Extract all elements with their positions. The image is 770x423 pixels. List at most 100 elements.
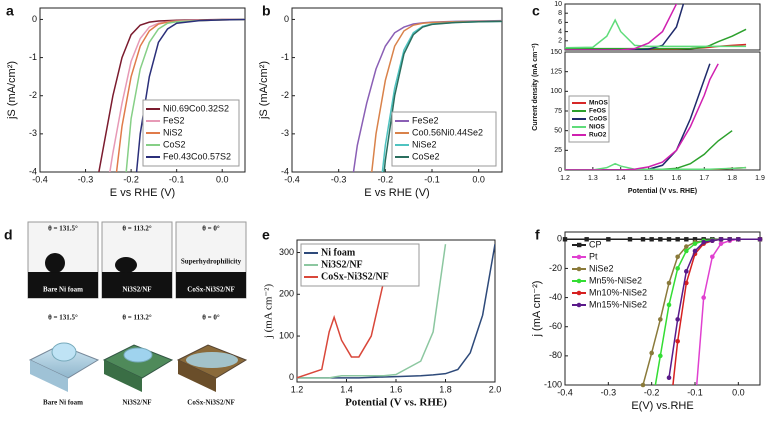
substrate <box>176 272 246 298</box>
legend-label: NiS2 <box>163 127 183 137</box>
marker <box>757 236 763 242</box>
series-line <box>565 18 747 49</box>
marker <box>675 338 680 344</box>
series-line <box>565 63 719 170</box>
series-line <box>654 238 760 385</box>
y-tick-label: -2 <box>281 90 289 100</box>
legend-label: NiSe2 <box>412 139 437 149</box>
x-tick-label: 1.2 <box>291 384 304 394</box>
legend-label: Co0.56Ni0.44Se2 <box>412 127 483 137</box>
y-tick-label: 0 <box>284 14 289 24</box>
plot-frame <box>564 231 761 386</box>
sample-label: Ni3S2/NF <box>122 399 151 407</box>
marker <box>684 269 689 274</box>
series-line <box>565 4 678 50</box>
legend-label: FeS2 <box>163 115 185 125</box>
slab-side <box>30 360 68 392</box>
x-tick-label: 1.5 <box>644 175 654 182</box>
x-tick-label: -0.2 <box>378 174 394 184</box>
x-tick-label: -0.4 <box>557 387 573 397</box>
x-tick-label: 1.8 <box>439 384 452 394</box>
legend-box <box>391 111 497 167</box>
y-tick-label: 10 <box>554 1 562 8</box>
y-tick-label: -80 <box>549 350 562 360</box>
marker <box>658 237 663 242</box>
panel-label: a <box>6 3 14 19</box>
y-tick-label: 0 <box>32 14 37 24</box>
droplet <box>51 342 77 362</box>
chart: f -100 -80 -60 -40 -20 0 -0.4 -0.3 -0.2 -0.1 0.0 E(V… <box>531 227 763 412</box>
substrate <box>102 272 172 298</box>
chart: c 2 4 6 8 10 <box>532 1 761 51</box>
y-tick-label: -100 <box>544 379 562 389</box>
y-tick-label: -40 <box>549 292 562 302</box>
y-tick-label: 0 <box>289 372 294 382</box>
x-tick-label: -0.1 <box>424 174 440 184</box>
marker <box>701 239 706 245</box>
marker <box>692 241 698 246</box>
droplet <box>115 257 137 273</box>
x-tick-label: 1.8 <box>727 175 737 182</box>
marker <box>562 237 568 242</box>
marker <box>666 375 672 381</box>
y-tick-label: 125 <box>550 69 562 76</box>
marker <box>649 237 654 242</box>
x-tick-label: 1.6 <box>390 384 403 394</box>
marker <box>710 238 715 244</box>
y-tick-label: 100 <box>279 330 294 340</box>
panel-label: e <box>262 227 270 243</box>
panel-d: d θ = 131.5° θ = 113.2° θ = 0° Superhydr… <box>4 221 248 407</box>
y-tick-label: -3 <box>29 128 37 138</box>
x-tick-label: -0.3 <box>331 174 347 184</box>
y-tick-label: 50 <box>554 128 562 135</box>
sample-label: CoSx-Ni3S2/NF <box>187 399 234 407</box>
y-tick-label: 6 <box>558 19 562 26</box>
y-axis-label: jS (mA/cm²) <box>6 61 18 120</box>
legend-label: CoS2 <box>163 139 186 149</box>
plot-frame <box>291 7 503 173</box>
x-tick-label: -0.2 <box>123 174 139 184</box>
marker <box>684 237 689 242</box>
legend-label: Pt <box>589 251 598 261</box>
foam-illustrations <box>28 342 248 392</box>
legend-label: RuO2 <box>589 132 607 139</box>
x-tick-label: -0.1 <box>169 174 185 184</box>
marker <box>658 317 663 322</box>
y-tick-label: 150 <box>550 49 562 56</box>
droplet <box>123 347 153 363</box>
x-axis-label: E(V) vs.RHE <box>631 400 693 412</box>
series-line <box>565 4 685 50</box>
substrate <box>28 272 98 298</box>
panel-label: f <box>535 227 540 243</box>
chart: e 0 100 200 300 1.2 1.4 1.6 1.8 2.0 Potential (V v… <box>262 227 501 409</box>
legend-label: NiSe2 <box>589 263 614 273</box>
legend-label: Mn15%-NiSe2 <box>589 299 647 309</box>
marker <box>727 236 732 242</box>
x-tick-label: -0.1 <box>687 387 703 397</box>
legend-marker <box>577 242 582 248</box>
legend-label: Mn5%-NiSe2 <box>589 275 642 285</box>
y-tick-label: -3 <box>281 128 289 138</box>
marker <box>606 237 611 242</box>
x-tick-label: -0.3 <box>78 174 94 184</box>
series-line <box>668 238 760 378</box>
angle-label: θ = 113.2° <box>122 314 152 322</box>
legend-label: CoSe2 <box>412 151 440 161</box>
x-tick-label: 0.0 <box>732 387 745 397</box>
x-tick-label: -0.4 <box>284 174 300 184</box>
x-tick-label: -0.4 <box>32 174 48 184</box>
y-tick-label: 100 <box>550 88 562 95</box>
y-tick-label: 4 <box>558 28 562 35</box>
y-tick-label: 2 <box>558 38 562 45</box>
x-axis-label: E vs RHE (V) <box>364 187 429 199</box>
x-tick-label: 0.0 <box>216 174 229 184</box>
marker <box>666 280 672 286</box>
legend-label: CP <box>589 239 602 249</box>
marker <box>675 317 680 322</box>
angle-label: θ = 131.5° <box>48 314 78 322</box>
panel-label: d <box>4 227 13 243</box>
y-tick-label: -4 <box>281 166 289 176</box>
y-tick-label: -1 <box>281 52 289 62</box>
plot-frame <box>39 7 246 173</box>
x-tick-label: 1.4 <box>616 175 626 182</box>
